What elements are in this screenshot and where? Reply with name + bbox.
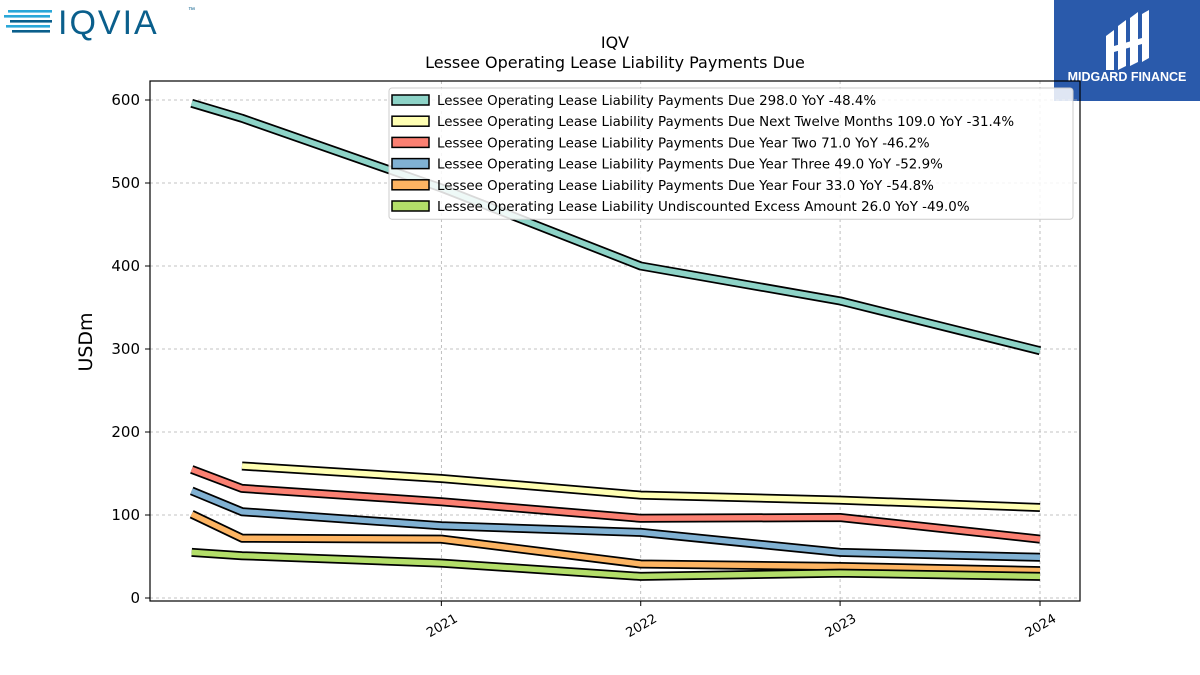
- y-tick-label: 500: [111, 174, 140, 192]
- legend-entry-label: Lessee Operating Lease Liability Payment…: [437, 115, 1014, 130]
- legend-box: [388, 87, 1074, 220]
- y-tick-label: 100: [111, 506, 140, 524]
- legend-swatch: [391, 200, 430, 212]
- y-axis: 0 100 200 300 400 500 600: [111, 91, 150, 607]
- series-line-2: [241, 463, 1041, 511]
- legend-entry-label: Lessee Operating Lease Liability Payment…: [437, 179, 934, 194]
- legend-swatch: [391, 94, 430, 106]
- y-tick-label: 300: [111, 340, 140, 358]
- midgard-finance-text: MIDGARD FINANCE: [1068, 70, 1187, 84]
- chart-title: IQV: [601, 33, 629, 52]
- x-tick-label: 2023: [823, 611, 859, 641]
- series-line-5: [190, 511, 1041, 574]
- legend-swatch: [391, 136, 430, 149]
- series-line-3: [190, 466, 1041, 542]
- iqvia-logo-text: IQVIA: [58, 4, 159, 42]
- x-tick-label: 2024: [1023, 611, 1059, 641]
- x-tick-label: 2022: [624, 611, 660, 641]
- iqvia-logo-lines-icon: [4, 10, 52, 33]
- y-tick-label: 0: [130, 589, 140, 607]
- iqvia-logo: IQVIA ™: [4, 4, 195, 42]
- iqvia-logo-tm: ™: [188, 7, 195, 14]
- series-line-1: [190, 100, 1041, 354]
- y-tick-label: 400: [111, 257, 140, 275]
- y-axis-label: USDm: [75, 312, 97, 371]
- legend-swatch: [391, 115, 430, 127]
- plot-frame: [149, 80, 1081, 602]
- chart-subtitle: Lessee Operating Lease Liability Payment…: [425, 53, 805, 72]
- midgard-monogram-icon: [1106, 10, 1149, 70]
- legend-entry-label: Lessee Operating Lease Liability Undisco…: [437, 200, 970, 215]
- legend-swatch: [391, 179, 430, 191]
- y-tick-label: 600: [111, 91, 140, 109]
- y-tick-label: 200: [111, 423, 140, 441]
- series-line-6: [191, 549, 1041, 580]
- x-axis: 20212022202320242025: [424, 601, 1059, 641]
- series-line-4: [190, 488, 1041, 561]
- legend: Lessee Operating Lease Liability Payment…: [388, 87, 1074, 220]
- series-lines: [189, 98, 1042, 581]
- midgard-finance-logo: MIDGARD FINANCE: [1054, 0, 1200, 101]
- legend-entry-label: Lessee Operating Lease Liability Payment…: [437, 94, 876, 109]
- legend-entry-label: Lessee Operating Lease Liability Payment…: [437, 158, 943, 173]
- x-tick-label: 2021: [424, 611, 460, 641]
- legend-swatch: [391, 157, 430, 170]
- legend-entry-label: Lessee Operating Lease Liability Payment…: [437, 136, 930, 151]
